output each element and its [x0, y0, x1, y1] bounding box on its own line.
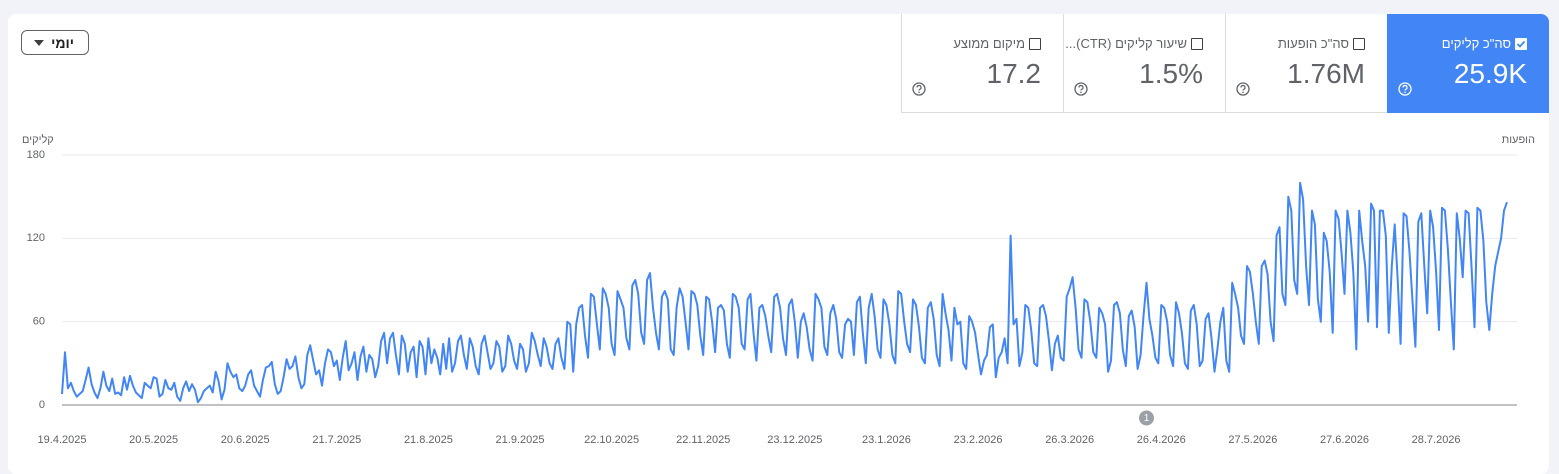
x-tick-label: 23.1.2026: [862, 434, 911, 446]
checkbox[interactable]: [1191, 37, 1203, 50]
metric-value: 17.2: [986, 58, 1042, 89]
x-tick-label: 27.6.2026: [1320, 434, 1369, 446]
x-tick-label: 19.4.2025: [38, 434, 87, 446]
metric-label: מיקום ממוצע: [953, 36, 1025, 51]
x-tick-label: 23.12.2025: [767, 434, 822, 446]
annotation-circle: [1138, 410, 1154, 426]
help-glyph: [1398, 82, 1412, 96]
x-tick-label: 20.5.2025: [129, 434, 178, 446]
help-glyph: [912, 82, 926, 96]
x-tick-label: 22.11.2025: [676, 434, 730, 446]
help-icon[interactable]: [1398, 82, 1412, 101]
help-icon[interactable]: [912, 82, 926, 101]
metric-label-row: סה"כ הופעות: [1278, 36, 1365, 51]
metric-value: 25.9K: [1453, 58, 1527, 89]
help-icon[interactable]: [1074, 82, 1088, 101]
x-tick-label: 22.10.2025: [584, 434, 639, 446]
dropdown-label: יומי: [51, 35, 74, 51]
metric-label: שיעור קליקים (CTR)...: [1065, 36, 1187, 51]
annotation-label: 1: [1144, 413, 1150, 424]
chart: קליקים הופעות 0 60 120 180 19.4.2025 20.5.202…: [22, 133, 1535, 446]
help-glyph: [1074, 82, 1088, 96]
checkbox[interactable]: [1029, 37, 1041, 50]
checkbox[interactable]: [1353, 37, 1365, 50]
check-mark: [1516, 40, 1526, 48]
metric-label-row: סה"כ קליקים: [1442, 36, 1527, 51]
help-icon[interactable]: [1236, 82, 1250, 101]
x-tick-label: 21.7.2025: [312, 434, 361, 446]
metric-card[interactable]: שיעור קליקים (CTR)... 1.5%: [1063, 14, 1225, 113]
y-tick-label: 0: [39, 399, 45, 411]
metric-label: סה"כ הופעות: [1277, 36, 1349, 51]
x-tick-label: 21.9.2025: [496, 434, 545, 446]
y-tick-label: 60: [33, 316, 45, 328]
x-tick-label: 26.4.2026: [1137, 434, 1186, 446]
x-tick-label: 26.3.2026: [1045, 434, 1094, 446]
metric-value: 1.76M: [1287, 58, 1365, 89]
x-tick-label: 20.6.2025: [221, 434, 270, 446]
x-tick-label: 23.2.2026: [954, 434, 1003, 446]
y-axis-label-right: הופעות: [1502, 134, 1535, 146]
y-tick-label: 120: [27, 232, 45, 244]
metric-card[interactable]: סה"כ קליקים 25.9K: [1387, 14, 1549, 113]
metric-card[interactable]: מיקום ממוצע 17.2: [901, 14, 1063, 113]
x-tick-label: 27.5.2026: [1228, 434, 1277, 446]
dropdown[interactable]: יומי: [21, 30, 89, 55]
dropdown-arrow: [34, 40, 44, 46]
metric-value: 1.5%: [1139, 58, 1203, 89]
annotation-marker[interactable]: 1: [1138, 410, 1154, 426]
x-tick-label: 28.7.2026: [1412, 434, 1461, 446]
metric-label: סה"כ קליקים: [1441, 36, 1511, 51]
y-axis-label: קליקים: [22, 133, 54, 146]
metric-label-row: שיעור קליקים (CTR)...: [1065, 36, 1203, 51]
checkbox[interactable]: [1515, 37, 1527, 50]
data-line: [61, 181, 1508, 404]
x-tick-label: 21.8.2025: [404, 434, 453, 446]
y-tick-label: 180: [27, 149, 45, 161]
metric-cards: סה"כ קליקים 25.9K סה"כ הופעות 1.76M שיעור קל…: [901, 14, 1549, 113]
help-glyph: [1236, 82, 1250, 96]
metric-card[interactable]: סה"כ הופעות 1.76M: [1225, 14, 1387, 113]
metric-label-row: מיקום ממוצע: [953, 36, 1041, 51]
